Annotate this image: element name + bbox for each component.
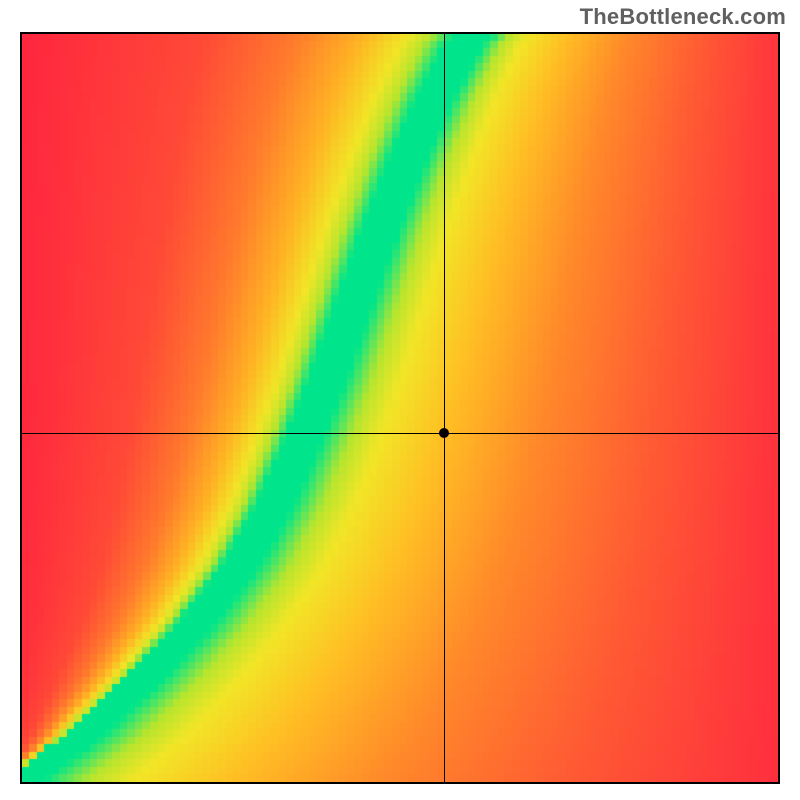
figure-root: TheBottleneck.com [0,0,800,800]
crosshair-vertical [444,34,445,782]
crosshair-marker [439,428,449,438]
heatmap-canvas [22,34,778,782]
crosshair-horizontal [22,433,778,434]
heatmap-plot [20,32,780,784]
attribution-text: TheBottleneck.com [580,4,786,30]
